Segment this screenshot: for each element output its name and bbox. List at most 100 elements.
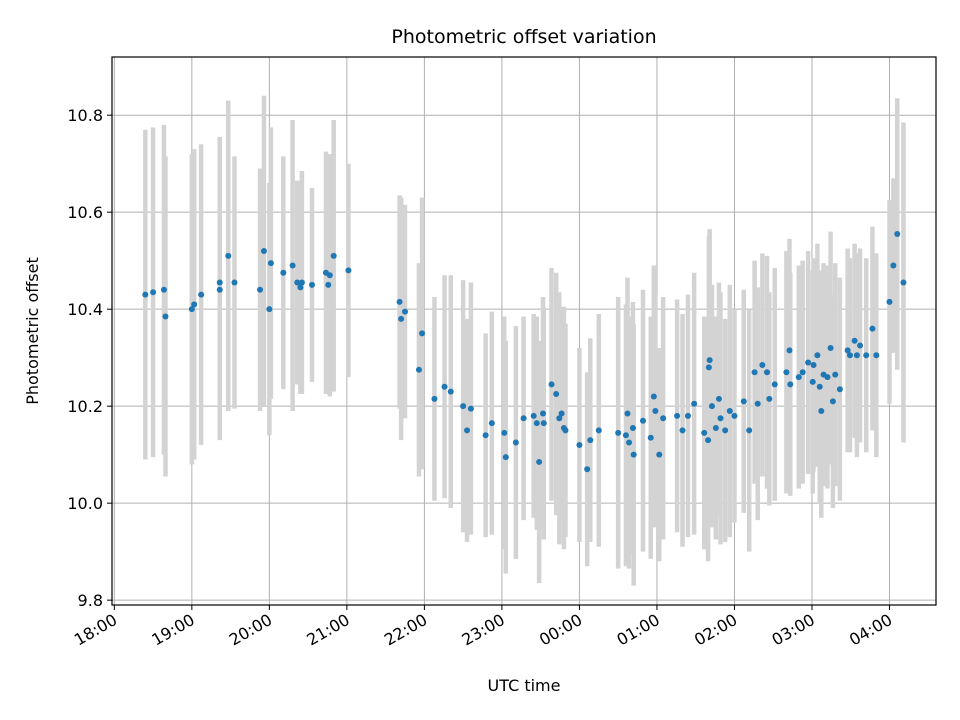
data-point [540,420,547,427]
data-point [556,415,563,422]
data-point [398,315,405,322]
data-point [869,325,876,332]
data-point [810,361,817,368]
data-point [691,400,698,407]
data-point [595,427,602,434]
y-axis-ticks: 9.8 10.0 10.2 10.4 10.6 10.8 [67,106,112,610]
data-point [297,284,304,291]
data-point [705,437,712,444]
data-points [142,231,907,473]
data-point [330,252,337,259]
y-tick-label: 9.8 [78,591,103,610]
data-point [863,352,870,359]
data-point [553,391,560,398]
data-point [857,342,864,349]
data-point [766,395,773,402]
data-point [431,395,438,402]
data-point [231,279,238,286]
data-point [326,272,333,279]
data-point [294,279,301,286]
data-point [615,429,622,436]
data-point [647,434,654,441]
data-point [191,301,198,308]
data-point [280,269,287,276]
data-point [679,427,686,434]
data-point [900,279,907,286]
data-point [576,441,583,448]
data-point [844,347,851,354]
data-point [890,262,897,269]
chart-title: Photometric offset variation [391,26,656,48]
data-point [771,381,778,388]
data-point [198,291,205,298]
data-point [216,286,223,293]
data-point [267,260,274,267]
data-point [824,374,831,381]
data-point [584,466,591,473]
y-axis-label: Photometric offset [23,257,42,405]
data-point [188,306,195,313]
data-point [726,408,733,415]
data-point [652,408,659,415]
data-point [530,412,537,419]
x-axis-label: UTC time [488,676,561,695]
data-point [626,439,633,446]
data-point [717,415,724,422]
x-tick-label: 22:00 [381,610,430,650]
data-point [783,369,790,376]
data-point [829,398,836,405]
x-tick-label: 02:00 [691,610,740,650]
y-tick-label: 10.6 [67,203,103,222]
data-point [289,262,296,269]
data-point [629,424,636,431]
data-point [740,398,747,405]
plot-frame [111,56,937,606]
data-point [818,408,825,415]
data-point [754,400,761,407]
data-point [539,410,546,417]
data-point [722,427,729,434]
data-point [630,451,637,458]
data-point [160,286,167,293]
data-point [705,364,712,371]
data-point [650,393,657,400]
data-point [746,427,753,434]
data-point [656,451,663,458]
y-tick-label: 10.4 [67,300,103,319]
x-tick-label: 19:00 [148,610,197,650]
data-point [873,352,880,359]
data-point [809,378,816,385]
data-point [660,415,667,422]
y-tick-label: 10.2 [67,397,103,416]
data-point [759,361,766,368]
data-point [816,383,823,390]
data-point [162,313,169,320]
error-bars [143,95,906,586]
data-point [467,405,474,412]
x-tick-label: 20:00 [226,610,275,650]
data-point [266,306,273,313]
data-point [415,366,422,373]
data-point [712,424,719,431]
data-point [308,281,315,288]
data-point [886,298,893,305]
data-point [298,279,305,286]
data-point [715,395,722,402]
data-point [787,381,794,388]
y-tick-label: 10.0 [67,494,103,513]
x-tick-label: 21:00 [303,610,352,650]
data-point [150,289,157,296]
data-point [799,369,806,376]
data-point [731,412,738,419]
data-point [548,381,555,388]
data-point [464,427,471,434]
data-point [533,420,540,427]
data-point [325,281,332,288]
data-point [447,388,454,395]
data-point [684,412,691,419]
data-point [558,410,565,417]
data-point [402,308,409,315]
data-point [764,369,771,376]
data-point [639,417,646,424]
data-point [851,337,858,344]
